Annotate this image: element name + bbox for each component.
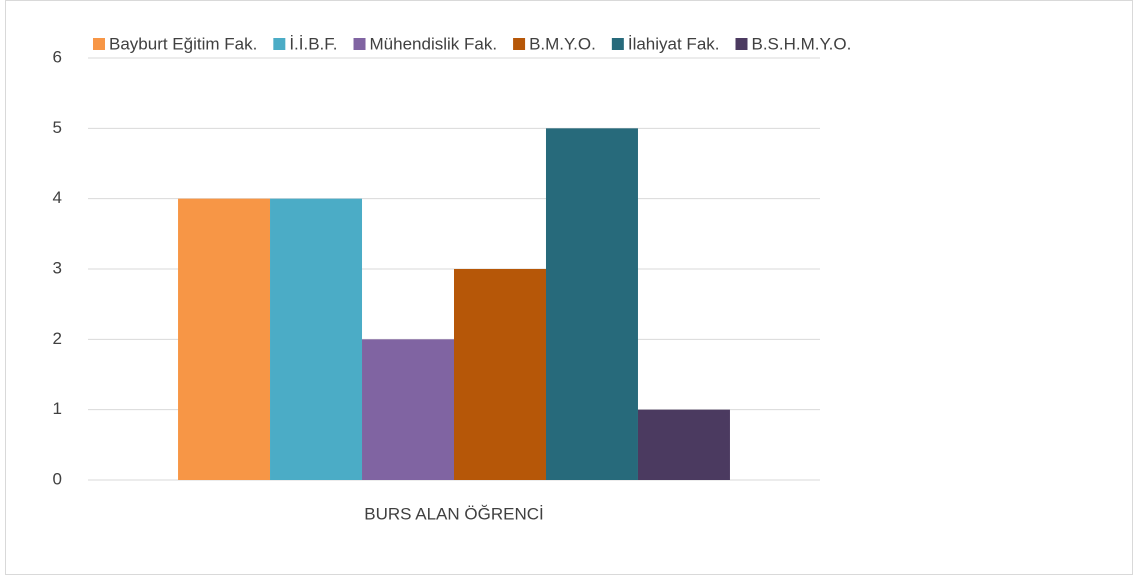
y-tick-label: 0 — [53, 469, 62, 488]
y-tick-label: 4 — [53, 188, 62, 207]
y-tick-label: 1 — [53, 399, 62, 418]
legend-swatch — [353, 38, 366, 50]
bar — [637, 409, 730, 480]
legend-swatch — [273, 38, 286, 50]
bar — [270, 198, 363, 480]
legend-swatch — [513, 38, 526, 50]
legend-label: Mühendislik Fak. — [370, 34, 498, 53]
legend-swatch — [611, 38, 624, 50]
legend-label: B.S.H.M.Y.O. — [752, 34, 852, 53]
x-tick-label: BURS ALAN ÖĞRENCİ — [364, 504, 544, 523]
legend-label: İlahiyat Fak. — [628, 34, 720, 53]
bar — [362, 339, 454, 480]
y-tick-label: 2 — [53, 329, 62, 348]
y-tick-label: 5 — [53, 118, 62, 137]
bar — [545, 128, 638, 481]
bar — [178, 198, 271, 480]
bar — [454, 269, 546, 480]
legend-label: Bayburt Eğitim Fak. — [109, 34, 257, 53]
legend-swatch — [735, 38, 748, 50]
legend-swatch — [93, 38, 105, 50]
y-tick-label: 6 — [53, 47, 62, 66]
legend-label: B.M.Y.O. — [529, 34, 596, 53]
y-tick-label: 3 — [53, 258, 62, 277]
legend-label: İ.İ.B.F. — [289, 34, 337, 53]
